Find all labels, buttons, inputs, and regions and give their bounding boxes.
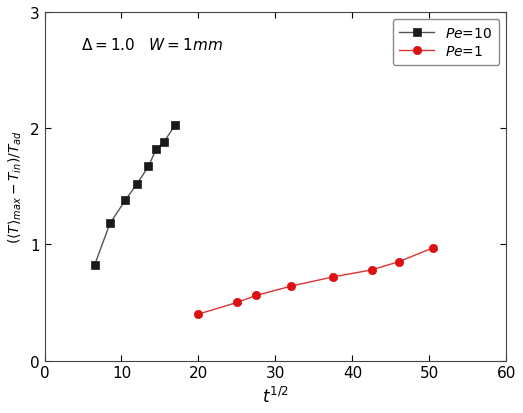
$Pe$=10 xyxy=(122,198,129,203)
Legend: $Pe$=10, $Pe$=1: $Pe$=10, $Pe$=1 xyxy=(393,20,499,66)
$Pe$=10 xyxy=(107,221,113,226)
$Pe$=10 xyxy=(145,165,152,170)
$Pe$=10 xyxy=(134,182,140,187)
$Pe$=10 xyxy=(92,263,98,268)
$Pe$=1 xyxy=(369,268,375,273)
X-axis label: $t^{1/2}$: $t^{1/2}$ xyxy=(262,386,289,406)
$Pe$=1 xyxy=(395,260,402,265)
Y-axis label: $(\langle T\rangle_{max}-T_{in})/T_{ad}$: $(\langle T\rangle_{max}-T_{in})/T_{ad}$ xyxy=(7,130,25,244)
Line: $Pe$=1: $Pe$=1 xyxy=(195,244,437,318)
$Pe$=1 xyxy=(195,312,201,317)
Line: $Pe$=10: $Pe$=10 xyxy=(90,121,179,270)
$Pe$=1 xyxy=(330,275,336,280)
$Pe$=10 xyxy=(161,140,167,145)
$Pe$=1 xyxy=(234,300,240,305)
$Pe$=1 xyxy=(253,293,259,298)
$Pe$=1 xyxy=(430,246,436,251)
$Pe$=10 xyxy=(153,147,160,152)
$Pe$=10 xyxy=(172,123,178,128)
Text: $\Delta = 1.0$   $W = 1mm$: $\Delta = 1.0$ $W = 1mm$ xyxy=(82,37,223,53)
$Pe$=1 xyxy=(288,284,294,289)
